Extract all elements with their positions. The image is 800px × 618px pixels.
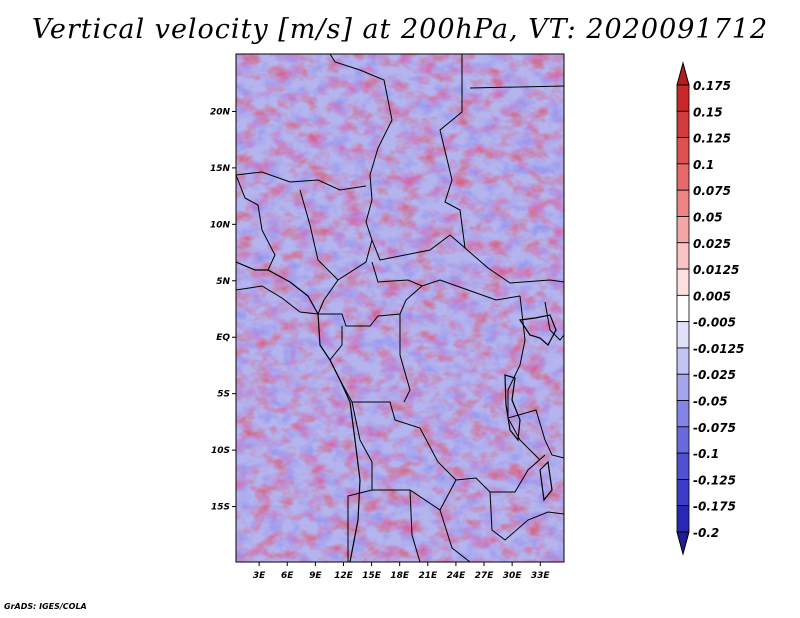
lon-tick-label: 24E — [447, 571, 467, 581]
lon-tick-label: 15E — [362, 571, 382, 581]
colorbar-level-label: 0.005 — [693, 289, 731, 303]
colorbar-level-label: 0.175 — [693, 79, 731, 93]
colorbar-level-label: 0.125 — [693, 132, 731, 146]
colorbar-swatch — [676, 294, 690, 323]
colorbar-level-label: 0.075 — [693, 184, 731, 198]
colorbar-level-label: -0.075 — [693, 421, 736, 435]
lon-tick-label: 27E — [475, 571, 495, 581]
colorbar-level-label: 0.15 — [693, 105, 723, 119]
colorbar-level-label: 0.1 — [693, 158, 714, 172]
map-area — [236, 54, 564, 562]
colorbar-swatch — [676, 426, 690, 454]
longitude-axis: 3E 6E 9E 12E 15E 18E 21E 24E 27E 30E 33E — [253, 562, 551, 581]
lat-tick-label: 15N — [210, 164, 231, 174]
lat-tick-label: 5N — [216, 277, 230, 287]
colorbar-swatch — [676, 479, 690, 507]
colorbar-level-label: -0.025 — [693, 368, 736, 382]
lat-tick-label: 5S — [217, 390, 230, 400]
colorbar-level-label: -0.0125 — [693, 342, 744, 356]
colorbar-swatch — [676, 268, 690, 296]
colorbar-swatch — [676, 373, 690, 401]
lon-tick-label: 30E — [503, 571, 523, 581]
colorbar-level-label: -0.125 — [693, 473, 736, 487]
colorbar-level-label: 0.025 — [693, 237, 731, 251]
colorbar-min-arrow — [676, 531, 690, 556]
colorbar-swatch — [676, 216, 690, 244]
lon-tick-label: 6E — [281, 571, 294, 581]
credit-text: GrADS: IGES/COLA — [4, 602, 87, 611]
lat-tick-label: EQ — [216, 333, 230, 343]
lon-tick-label: 18E — [390, 571, 410, 581]
colorbar-swatch — [676, 505, 690, 533]
colorbar-level-label: -0.2 — [693, 526, 719, 540]
colorbar-level-label: -0.05 — [693, 395, 728, 409]
colorbar-swatch — [676, 452, 690, 480]
country-borders — [236, 54, 564, 562]
latitude-axis: 20N 15N 10N 5N EQ 5S 10S 15S — [210, 107, 236, 513]
colorbar-level-label: -0.005 — [693, 316, 736, 330]
colorbar-swatch — [676, 321, 690, 349]
map-title: Vertical velocity [m/s] at 200hPa, VT: 2… — [31, 14, 769, 45]
colorbar-swatch — [676, 189, 690, 217]
colorbar-swatch — [676, 242, 690, 270]
colorbar-swatch — [676, 137, 690, 165]
lon-tick-label: 33E — [531, 571, 551, 581]
colorbar-swatch — [676, 110, 690, 138]
colorbar-level-label: 0.05 — [693, 210, 723, 224]
colorbar: 0.175 0.15 0.125 0.1 0.075 0.05 0.025 0.0125 0.0… — [676, 61, 744, 556]
lon-tick-label: 21E — [418, 571, 438, 581]
lon-tick-label: 3E — [253, 571, 266, 581]
lat-tick-label: 20N — [210, 107, 231, 117]
lon-tick-label: 9E — [309, 571, 322, 581]
lat-tick-label: 15S — [211, 503, 230, 513]
colorbar-swatch — [676, 84, 690, 112]
lat-tick-label: 10S — [211, 446, 230, 456]
colorbar-max-arrow — [676, 61, 690, 86]
vertical-velocity-field — [236, 54, 564, 562]
colorbar-level-label: 0.0125 — [693, 263, 739, 277]
colorbar-level-label: -0.1 — [693, 447, 719, 461]
colorbar-swatch — [676, 163, 690, 191]
coastline — [236, 261, 557, 562]
colorbar-swatch — [676, 400, 690, 428]
lat-tick-label: 10N — [210, 220, 231, 230]
lon-tick-label: 12E — [334, 571, 354, 581]
colorbar-swatch — [676, 347, 690, 375]
colorbar-level-label: -0.175 — [693, 500, 736, 514]
